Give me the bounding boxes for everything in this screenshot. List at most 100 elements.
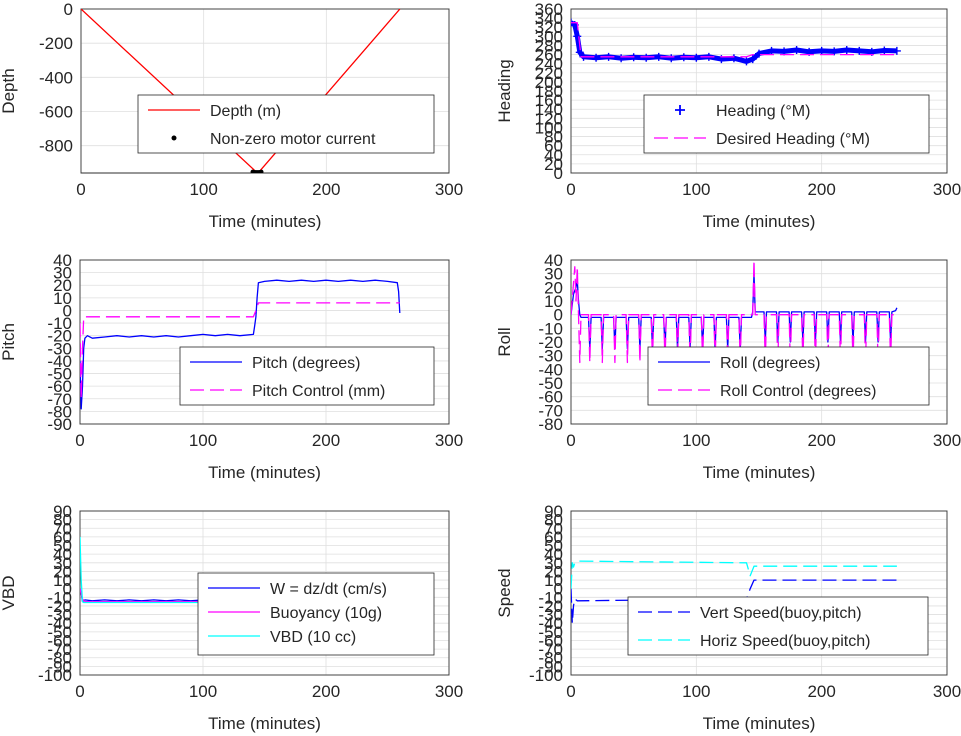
x-tick-label: 300 — [933, 431, 961, 450]
x-tick-label: 200 — [807, 180, 835, 199]
data-point — [748, 55, 757, 64]
y-tick-label: 0 — [554, 580, 563, 599]
x-axis-label: Time (minutes) — [703, 714, 816, 733]
data-point — [729, 54, 738, 63]
y-tick-label: 80 — [544, 511, 563, 530]
data-point — [792, 46, 801, 54]
y-tick-label: 20 — [544, 562, 563, 581]
legend-box — [137, 94, 435, 154]
y-tick-label: 0 — [554, 164, 563, 183]
data-point — [830, 47, 839, 56]
y-tick-label: -10 — [47, 314, 72, 333]
y-tick-label: -40 — [47, 352, 72, 371]
y-tick-label: -60 — [538, 631, 563, 650]
y-tick-label: -70 — [47, 390, 72, 409]
y-tick-label: 20 — [544, 278, 563, 297]
legend: Vert Speed(buoy,pitch) Horiz Speed(buoy,p… — [627, 596, 929, 656]
y-tick-label: -90 — [47, 657, 72, 676]
y-tick-label: -80 — [47, 649, 72, 668]
y-tick-label: -30 — [47, 339, 72, 358]
y-axis-label: Speed — [495, 568, 514, 617]
data-point — [817, 46, 826, 55]
legend: Pitch (degrees) Pitch Control (mm) — [179, 346, 435, 406]
y-tick-label: 80 — [53, 511, 72, 530]
y-tick-label: -800 — [39, 137, 73, 156]
y-tick-label: 200 — [535, 73, 563, 92]
y-tick-label: 70 — [544, 519, 563, 538]
y-tick-label: -30 — [538, 347, 563, 366]
y-tick-label: 100 — [535, 118, 563, 137]
series-group — [80, 279, 401, 410]
series-line — [571, 273, 898, 350]
legend-label: Pitch (degrees) — [252, 355, 361, 372]
y-tick-label: 20 — [53, 562, 72, 581]
x-tick-label: 200 — [312, 682, 340, 701]
x-tick-label: 0 — [566, 682, 575, 701]
data-point — [880, 46, 889, 55]
y-tick-label: 80 — [544, 128, 563, 147]
y-tick-label: -70 — [538, 640, 563, 659]
y-tick-label: -60 — [538, 388, 563, 407]
y-tick-label: -50 — [538, 374, 563, 393]
x-tick-label: 0 — [566, 431, 575, 450]
y-tick-label: 180 — [535, 82, 563, 101]
y-tick-label: -50 — [47, 623, 72, 642]
legend-label: Non-zero motor current — [210, 131, 376, 148]
y-tick-label: -100 — [529, 666, 563, 685]
data-point — [742, 57, 751, 66]
y-tick-label: 10 — [53, 571, 72, 590]
plot-frame — [570, 8, 948, 174]
y-tick-label: 30 — [544, 554, 563, 573]
y-tick-label: 90 — [544, 502, 563, 521]
y-tick-label: -70 — [47, 640, 72, 659]
y-tick-label: 30 — [53, 554, 72, 573]
y-tick-label: 60 — [544, 137, 563, 156]
x-tick-label: 300 — [435, 431, 463, 450]
x-axis-label: Time (minutes) — [208, 714, 321, 733]
x-tick-label: 300 — [933, 682, 961, 701]
y-tick-label: -90 — [47, 415, 72, 434]
y-axis-label: Heading — [495, 59, 514, 122]
x-tick-label: 200 — [312, 180, 340, 199]
y-tick-label: 340 — [535, 9, 563, 28]
y-tick-label: -60 — [47, 377, 72, 396]
data-point — [642, 53, 651, 62]
x-tick-label: 0 — [76, 180, 85, 199]
y-tick-label: 40 — [544, 251, 563, 270]
plot-frame — [570, 259, 948, 425]
y-tick-label: 40 — [544, 545, 563, 564]
legend-marker — [171, 135, 177, 141]
y-tick-label: 240 — [535, 55, 563, 74]
y-tick-label: 40 — [544, 146, 563, 165]
plot-frame — [80, 8, 450, 174]
data-point — [855, 46, 864, 55]
y-tick-label: 20 — [53, 276, 72, 295]
plot-frame — [79, 259, 450, 425]
y-tick-label: -100 — [38, 666, 72, 685]
x-tick-label: 100 — [682, 682, 710, 701]
x-tick-label: 200 — [312, 431, 340, 450]
x-axis-label: Time (minutes) — [703, 463, 816, 482]
y-tick-label: 60 — [53, 528, 72, 547]
y-tick-label: 280 — [535, 36, 563, 55]
y-tick-label: -40 — [538, 614, 563, 633]
y-tick-label: -600 — [39, 103, 73, 122]
y-tick-label: 60 — [544, 528, 563, 547]
data-point — [892, 46, 901, 55]
legend-label: Roll Control (degrees) — [720, 383, 877, 400]
x-tick-label: 100 — [189, 180, 217, 199]
y-tick-label: -400 — [39, 68, 73, 87]
legend-label: Roll (degrees) — [720, 355, 820, 372]
y-tick-label: -70 — [538, 401, 563, 420]
x-tick-label: 0 — [566, 180, 575, 199]
y-tick-label: -40 — [47, 614, 72, 633]
y-tick-label: -200 — [39, 34, 73, 53]
series-group — [571, 560, 897, 624]
y-tick-label: 0 — [554, 306, 563, 325]
legend: Heading (°M) Desired Heading (°M) — [643, 94, 930, 154]
y-tick-label: 0 — [63, 580, 72, 599]
x-tick-label: 0 — [75, 682, 84, 701]
y-tick-label: 70 — [53, 519, 72, 538]
y-tick-label: 360 — [535, 0, 563, 19]
legend-box — [179, 346, 435, 406]
